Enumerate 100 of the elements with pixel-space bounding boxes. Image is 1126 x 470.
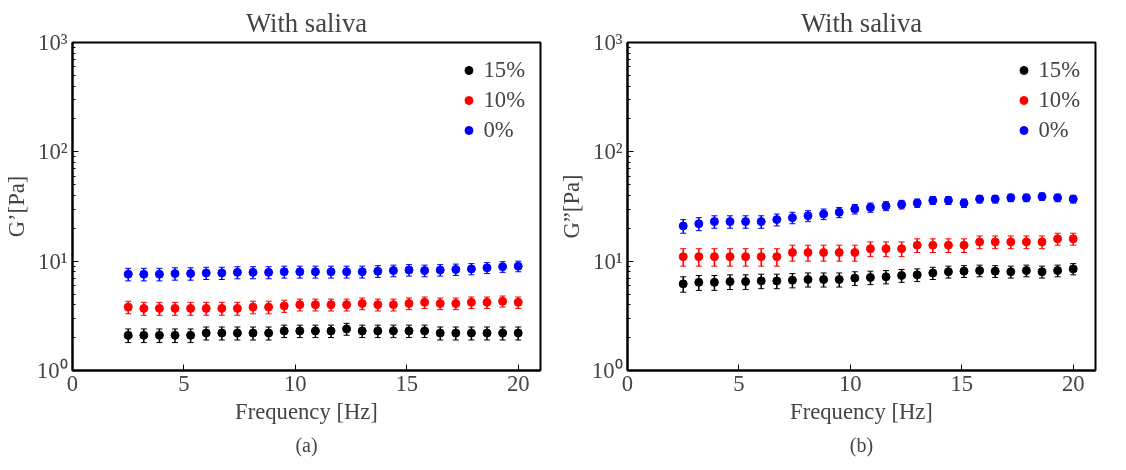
point <box>170 330 180 340</box>
legend-label: 10% <box>1038 87 1080 113</box>
point <box>865 272 875 282</box>
point <box>1006 237 1016 247</box>
point <box>295 326 305 336</box>
chart-title: With saliva <box>800 7 923 38</box>
legend-label: 15% <box>483 57 525 83</box>
point <box>897 270 907 280</box>
text: (b) <box>849 433 874 457</box>
point <box>834 248 844 257</box>
point <box>404 326 414 336</box>
point <box>678 252 688 262</box>
y-tick-label: 10¹ <box>593 248 623 274</box>
point <box>279 301 289 311</box>
point <box>123 269 133 279</box>
y-axis-title: G”[Pa] <box>558 174 584 239</box>
y-tick-label: 10⁰ <box>591 358 623 383</box>
x-tick-label: 15 <box>950 370 974 396</box>
point <box>154 303 164 313</box>
point <box>357 326 367 336</box>
point <box>928 268 938 278</box>
x-tick-label: 20 <box>1061 370 1085 396</box>
point <box>201 303 211 313</box>
point <box>279 326 289 336</box>
point <box>420 326 430 336</box>
point <box>756 276 766 286</box>
point <box>678 221 688 231</box>
y-axis-title: G’[Pa] <box>3 175 29 238</box>
point <box>928 240 938 250</box>
x-tick-label: 5 <box>733 370 745 396</box>
point <box>897 244 907 254</box>
point <box>326 326 336 336</box>
point <box>678 279 688 289</box>
point <box>834 274 844 284</box>
point <box>404 299 414 308</box>
point <box>850 273 860 283</box>
point <box>772 276 782 286</box>
point <box>803 248 813 257</box>
x-tick-label: 15 <box>395 370 419 396</box>
point <box>850 248 860 257</box>
point <box>139 303 149 313</box>
point <box>217 268 227 278</box>
point <box>787 248 797 257</box>
point <box>451 299 461 308</box>
point <box>725 252 735 262</box>
y-tick-label: 10³ <box>593 30 623 55</box>
point <box>186 330 196 340</box>
y-tick-label: 10¹ <box>38 248 68 274</box>
x-tick-label: 0 <box>66 370 79 396</box>
point <box>975 237 985 247</box>
point <box>388 326 398 336</box>
point <box>232 303 242 313</box>
point <box>357 299 367 308</box>
x-tick-label: 10 <box>284 370 307 396</box>
point <box>373 326 383 336</box>
legend-label: 15% <box>1038 57 1080 83</box>
point <box>741 252 751 262</box>
point <box>217 303 227 313</box>
point <box>123 330 133 340</box>
point <box>201 268 211 278</box>
text: (a) <box>295 433 318 457</box>
point <box>310 326 320 336</box>
y-tick-label: 10² <box>593 139 623 165</box>
point <box>1021 237 1031 247</box>
point <box>139 330 149 340</box>
point <box>803 274 813 284</box>
point <box>139 269 149 279</box>
x-tick-label: 20 <box>506 370 530 396</box>
legend-label: 10% <box>483 87 525 113</box>
point <box>943 240 953 250</box>
y-tick-label: 10² <box>38 139 68 165</box>
point <box>694 252 704 262</box>
point <box>787 275 797 285</box>
point <box>819 248 829 257</box>
point <box>186 303 196 313</box>
point <box>435 299 445 308</box>
point <box>990 237 1000 247</box>
point <box>170 303 180 313</box>
point <box>725 277 735 287</box>
x-tick-label: 0 <box>621 370 634 396</box>
x-tick-label: 5 <box>178 370 190 396</box>
chart-title: With saliva <box>245 7 368 38</box>
point <box>1037 237 1047 247</box>
y-tick-label: 10⁰ <box>36 358 68 383</box>
point <box>709 252 719 262</box>
y-tick-label: 10³ <box>38 30 68 55</box>
x-tick-label: 10 <box>839 370 862 396</box>
point <box>819 274 829 284</box>
x-axis-title: Frequency [Hz] <box>790 398 933 424</box>
point <box>756 252 766 262</box>
point <box>154 269 164 279</box>
point <box>154 330 164 340</box>
legend-label: 0% <box>483 117 514 143</box>
point <box>912 240 922 250</box>
point <box>741 277 751 287</box>
point <box>959 240 969 250</box>
point <box>772 252 782 262</box>
point <box>881 244 891 254</box>
x-axis-title: Frequency [Hz] <box>235 398 378 424</box>
legend-label: 0% <box>1038 117 1069 143</box>
